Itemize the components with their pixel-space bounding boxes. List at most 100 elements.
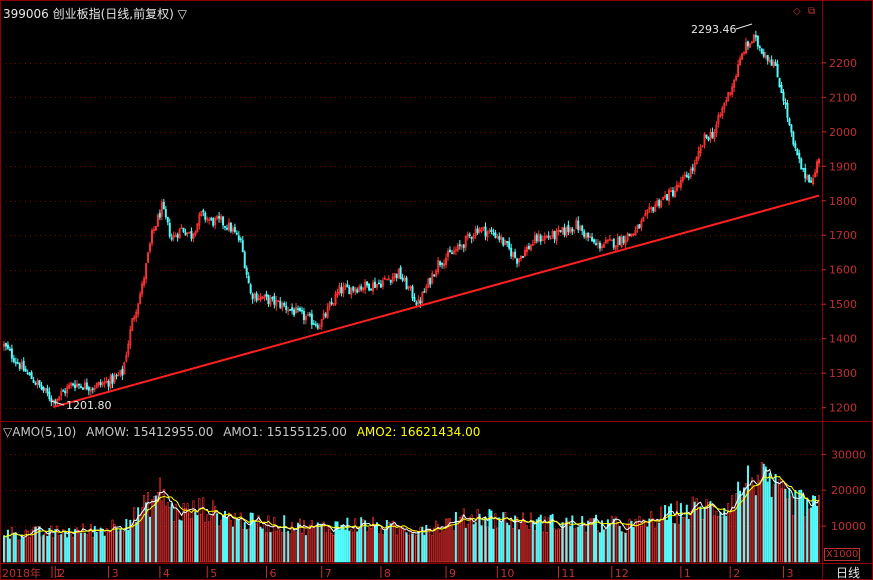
volume-bar bbox=[707, 502, 710, 563]
volume-bar bbox=[533, 530, 536, 563]
volume-bar bbox=[484, 517, 487, 563]
candle-body bbox=[283, 303, 286, 306]
volume-bar bbox=[375, 522, 378, 563]
volume-bar bbox=[697, 507, 700, 563]
volume-bar bbox=[95, 531, 98, 563]
candle-body bbox=[677, 185, 680, 188]
candle-body bbox=[182, 227, 185, 233]
candle-body bbox=[218, 216, 221, 219]
volume-bar bbox=[445, 518, 448, 563]
candle-body bbox=[458, 244, 461, 247]
volume-bar bbox=[16, 539, 19, 563]
volume-bar bbox=[433, 527, 436, 563]
candle-body bbox=[83, 382, 86, 389]
volume-bar bbox=[494, 513, 497, 563]
volume-bar bbox=[417, 531, 420, 563]
candle-body bbox=[403, 277, 406, 281]
candle-body bbox=[348, 286, 351, 295]
volume-bar bbox=[723, 508, 726, 563]
candle-body bbox=[306, 314, 309, 316]
candle-body bbox=[660, 200, 663, 208]
candle-body bbox=[606, 239, 609, 242]
volume-bar bbox=[145, 502, 148, 563]
volume-bar bbox=[492, 528, 495, 563]
candle-body bbox=[450, 252, 453, 255]
volume-bar bbox=[208, 521, 211, 563]
volume-bar bbox=[598, 532, 601, 563]
volume-bar bbox=[610, 516, 613, 563]
candle-body bbox=[62, 390, 65, 392]
volume-bar bbox=[782, 481, 785, 563]
volume-bar bbox=[808, 508, 811, 563]
candle-body bbox=[439, 261, 442, 266]
diamond-icon[interactable]: ◇ bbox=[793, 6, 801, 17]
price-tick-label: 2100 bbox=[829, 91, 857, 104]
candle-body bbox=[681, 176, 684, 181]
candle-body bbox=[441, 263, 444, 265]
amo-indicator-header[interactable]: ▽AMO(5,10) AMOW: 15412955.00 AMO1: 15155… bbox=[3, 425, 486, 439]
volume-bar bbox=[537, 517, 540, 563]
volume-bar bbox=[529, 512, 532, 563]
candle-body bbox=[99, 382, 102, 385]
candle-body bbox=[304, 316, 307, 321]
candle-body bbox=[68, 384, 71, 389]
candle-body bbox=[480, 227, 483, 232]
candle-body bbox=[265, 293, 268, 297]
volume-bar bbox=[421, 526, 424, 563]
candle-body bbox=[393, 273, 396, 279]
volume-bar bbox=[772, 484, 775, 563]
restore-window-icon[interactable]: ⧉ bbox=[808, 6, 816, 17]
candle-body bbox=[729, 92, 732, 95]
volume-bar bbox=[72, 536, 75, 563]
candle-body bbox=[318, 327, 321, 330]
volume-bar bbox=[553, 528, 556, 563]
volume-bar bbox=[162, 488, 165, 563]
volume-bar bbox=[54, 529, 57, 563]
high-price-label: 2293.46 bbox=[691, 23, 737, 36]
volume-bar bbox=[38, 526, 41, 563]
volume-bar bbox=[372, 517, 375, 563]
volume-bar bbox=[188, 512, 191, 563]
candle-body bbox=[287, 309, 290, 312]
period-label[interactable]: 日线 bbox=[836, 566, 861, 580]
support-trendline[interactable] bbox=[53, 194, 820, 408]
month-label: 8 bbox=[384, 567, 391, 580]
amo-toggle-icon[interactable]: ▽ bbox=[3, 425, 13, 439]
volume-bar bbox=[581, 516, 584, 563]
candle-body bbox=[701, 145, 704, 147]
candle-body bbox=[366, 281, 369, 286]
volume-bar bbox=[304, 535, 307, 563]
volume-bar bbox=[56, 525, 59, 563]
candle-body bbox=[626, 233, 629, 241]
candle-body bbox=[735, 75, 738, 81]
candle-body bbox=[310, 313, 313, 325]
candle-body bbox=[56, 398, 59, 403]
candle-body bbox=[719, 114, 722, 117]
candle-body bbox=[725, 100, 728, 103]
candle-body bbox=[115, 374, 118, 377]
volume-bar bbox=[297, 522, 300, 563]
candle-body bbox=[295, 307, 298, 314]
volume-bar bbox=[391, 520, 394, 563]
candle-body bbox=[407, 286, 410, 289]
candle-body bbox=[129, 329, 132, 346]
volume-bar bbox=[468, 516, 471, 563]
volume-bar bbox=[780, 488, 783, 563]
volume-bar bbox=[559, 529, 562, 563]
volume-bar bbox=[113, 524, 116, 563]
candle-body bbox=[508, 241, 511, 249]
volume-bar bbox=[255, 523, 258, 563]
volume-tick-label: 20000 bbox=[831, 484, 866, 497]
volume-bar bbox=[66, 537, 69, 563]
volume-bar bbox=[735, 493, 738, 563]
candle-body bbox=[379, 283, 382, 288]
volume-bar bbox=[587, 520, 590, 563]
price-axis: 2200 2100 2000 1900 1800 1700 1600 1500 1400 1300… bbox=[822, 57, 857, 415]
candle-body bbox=[472, 235, 475, 239]
candle-body bbox=[510, 247, 513, 257]
volume-bar bbox=[318, 523, 321, 563]
chart-title[interactable]: 399006 创业板指(日线,前复权) ▽ bbox=[3, 7, 187, 21]
volume-bar bbox=[727, 503, 730, 563]
